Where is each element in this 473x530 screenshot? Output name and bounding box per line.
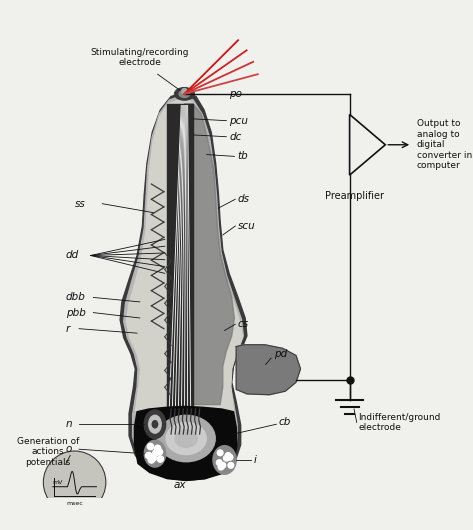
Ellipse shape [213, 446, 236, 474]
Polygon shape [184, 104, 235, 404]
Text: dc: dc [229, 132, 241, 142]
Circle shape [148, 444, 154, 449]
Ellipse shape [149, 416, 161, 433]
Circle shape [150, 455, 156, 461]
Circle shape [146, 452, 152, 458]
Text: Generation of
actions
potentials: Generation of actions potentials [17, 437, 79, 467]
Text: pd: pd [274, 349, 287, 359]
Text: Output to
analog to
digital
converter in
computer: Output to analog to digital converter in… [417, 119, 472, 170]
Circle shape [220, 463, 226, 468]
Text: pcu: pcu [229, 116, 248, 126]
Polygon shape [126, 99, 243, 411]
Circle shape [44, 451, 106, 514]
Circle shape [155, 445, 161, 452]
Ellipse shape [179, 90, 190, 98]
Circle shape [227, 454, 233, 460]
Text: r: r [66, 324, 70, 334]
Text: Preamplifier: Preamplifier [324, 191, 384, 201]
Ellipse shape [175, 87, 194, 100]
Ellipse shape [175, 430, 197, 447]
Text: n: n [66, 419, 72, 429]
Text: Stimulating/recording
electrode: Stimulating/recording electrode [90, 48, 189, 67]
Text: dbb: dbb [66, 293, 86, 303]
Text: mV: mV [53, 480, 63, 485]
Text: cb: cb [278, 418, 290, 427]
Ellipse shape [157, 416, 215, 462]
Ellipse shape [144, 440, 166, 467]
Text: ds: ds [238, 194, 250, 204]
Text: dd: dd [66, 251, 79, 260]
Text: po: po [229, 89, 242, 99]
Circle shape [157, 456, 164, 462]
Circle shape [225, 453, 231, 458]
Polygon shape [124, 95, 243, 478]
Ellipse shape [166, 422, 206, 455]
Text: tb: tb [237, 152, 248, 161]
Polygon shape [236, 344, 300, 395]
Circle shape [153, 449, 159, 456]
Ellipse shape [144, 410, 166, 438]
Text: ss: ss [75, 199, 85, 209]
Text: o: o [66, 444, 72, 454]
Text: scu: scu [238, 221, 256, 231]
Polygon shape [166, 104, 193, 409]
Circle shape [224, 455, 229, 461]
Circle shape [217, 450, 223, 456]
Circle shape [228, 463, 234, 468]
Circle shape [148, 457, 155, 463]
Circle shape [156, 449, 163, 455]
Text: msec: msec [66, 501, 83, 506]
Circle shape [218, 464, 224, 470]
Circle shape [216, 460, 222, 465]
Polygon shape [134, 407, 237, 481]
Text: ax: ax [174, 480, 186, 490]
Text: i: i [254, 455, 257, 465]
Ellipse shape [152, 421, 158, 428]
Text: Indifferent/ground
electrode: Indifferent/ground electrode [359, 413, 441, 432]
Text: pbb: pbb [66, 307, 86, 317]
Circle shape [182, 89, 187, 94]
Polygon shape [120, 92, 247, 481]
Text: cs: cs [238, 319, 249, 329]
